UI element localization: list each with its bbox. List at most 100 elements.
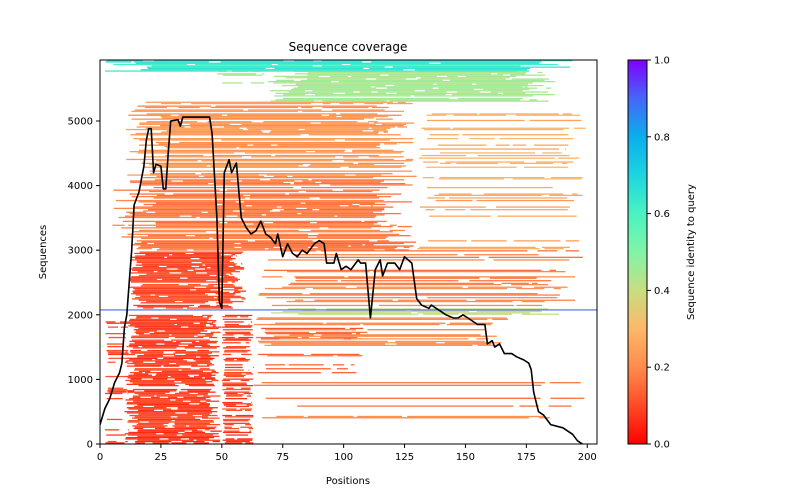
alignment-row — [209, 323, 216, 326]
alignment-row — [223, 430, 240, 432]
alignment-row — [519, 405, 539, 407]
alignment-row — [140, 295, 159, 297]
alignment-row — [223, 358, 234, 361]
alignment-row — [239, 408, 253, 410]
alignment-row — [350, 364, 355, 366]
alignment-row — [138, 201, 236, 203]
x-tick-label: 200 — [578, 452, 597, 463]
alignment-row — [177, 407, 218, 409]
alignment-row — [171, 334, 198, 336]
alignment-row — [321, 60, 573, 62]
alignment-row — [176, 362, 213, 365]
alignment-row — [344, 92, 387, 94]
alignment-row — [166, 147, 237, 149]
alignment-row — [276, 79, 295, 81]
alignment-row — [164, 343, 208, 345]
alignment-row — [166, 130, 262, 132]
alignment-row — [108, 352, 129, 354]
coverage-heatmap — [104, 60, 586, 444]
alignment-row — [224, 364, 243, 366]
y-tick-label: 2000 — [68, 310, 93, 321]
alignment-row — [125, 375, 168, 378]
alignment-row — [155, 211, 202, 213]
alignment-row — [105, 375, 126, 378]
alignment-row — [148, 209, 273, 211]
alignment-row — [205, 400, 220, 402]
alignment-row — [378, 304, 514, 307]
alignment-row — [168, 295, 241, 297]
alignment-row — [277, 144, 380, 146]
alignment-row — [283, 246, 309, 249]
alignment-row — [515, 114, 581, 116]
alignment-row — [275, 99, 521, 101]
alignment-row — [131, 268, 167, 270]
alignment-row — [154, 358, 184, 361]
alignment-row — [197, 392, 209, 395]
alignment-row — [131, 269, 188, 271]
alignment-row — [449, 322, 493, 324]
alignment-row — [129, 371, 143, 374]
alignment-row — [121, 236, 308, 238]
alignment-row — [226, 409, 243, 411]
alignment-row — [265, 397, 541, 399]
alignment-row — [368, 156, 405, 158]
alignment-row — [226, 405, 250, 408]
alignment-row — [119, 321, 128, 323]
alignment-row — [164, 330, 208, 332]
alignment-row — [207, 211, 374, 213]
alignment-row — [143, 210, 233, 212]
alignment-row — [129, 280, 207, 282]
alignment-row — [421, 127, 451, 129]
alignment-row — [137, 355, 163, 357]
alignment-row — [132, 231, 207, 233]
alignment-row — [222, 353, 232, 356]
y-tick-label: 3000 — [68, 246, 93, 257]
alignment-row — [269, 131, 379, 133]
alignment-row — [126, 412, 176, 414]
alignment-row — [238, 336, 253, 339]
alignment-row — [427, 296, 558, 299]
alignment-row — [562, 162, 568, 165]
alignment-row — [105, 442, 125, 444]
alignment-row — [290, 282, 494, 284]
alignment-row — [207, 364, 215, 366]
alignment-row — [106, 434, 126, 436]
alignment-row — [240, 316, 249, 318]
alignment-row — [134, 326, 181, 328]
alignment-row — [553, 287, 561, 290]
alignment-row — [106, 343, 124, 345]
alignment-row — [317, 246, 398, 249]
alignment-row — [223, 126, 396, 128]
alignment-row — [270, 90, 306, 92]
alignment-row — [307, 71, 527, 74]
alignment-row — [107, 351, 122, 353]
alignment-row — [126, 345, 129, 348]
alignment-row — [129, 318, 171, 320]
alignment-row — [163, 409, 212, 411]
alignment-row — [246, 127, 369, 129]
alignment-row — [477, 344, 499, 346]
colorbar-tick-label: 1.0 — [654, 56, 670, 67]
alignment-row — [176, 340, 196, 343]
alignment-row — [189, 425, 207, 427]
alignment-row — [129, 180, 172, 182]
alignment-row — [127, 392, 129, 395]
alignment-row — [425, 209, 435, 211]
alignment-row — [143, 307, 154, 309]
alignment-row — [156, 249, 188, 251]
alignment-row — [453, 127, 570, 129]
alignment-row — [330, 184, 413, 186]
alignment-row — [225, 416, 254, 418]
alignment-row — [141, 162, 354, 165]
alignment-row — [281, 206, 394, 208]
alignment-row — [397, 299, 467, 301]
alignment-row — [262, 417, 529, 419]
alignment-row — [224, 427, 240, 430]
alignment-row — [216, 296, 245, 299]
coverage-block — [271, 308, 560, 315]
alignment-row — [147, 67, 266, 70]
alignment-row — [538, 417, 550, 419]
alignment-row — [138, 246, 235, 249]
alignment-row — [156, 373, 212, 375]
alignment-row — [245, 423, 251, 426]
